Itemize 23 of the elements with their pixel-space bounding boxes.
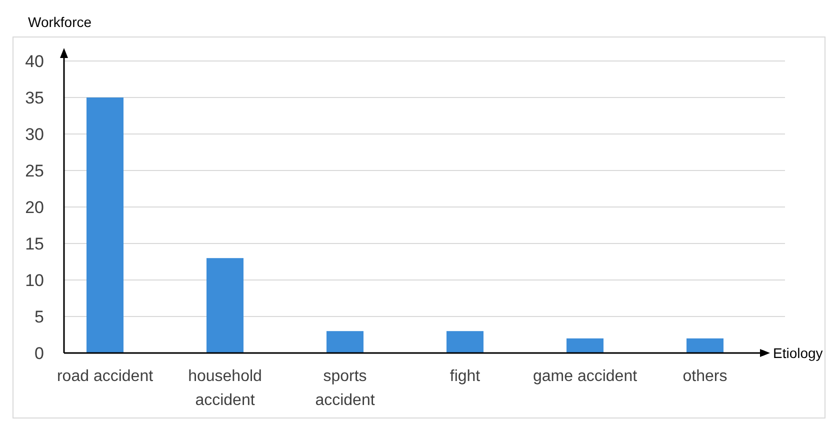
x-tick-label: others bbox=[682, 368, 728, 385]
bar bbox=[326, 331, 364, 353]
y-tick-label: 0 bbox=[34, 344, 44, 363]
x-tick-label: fight bbox=[450, 368, 481, 385]
y-tick-label: 15 bbox=[25, 234, 44, 254]
y-axis-title: Workforce bbox=[28, 14, 92, 30]
y-tick-label: 25 bbox=[25, 161, 44, 180]
y-tick-label: 40 bbox=[25, 52, 44, 71]
x-tick-label: road accident bbox=[56, 368, 154, 385]
bar bbox=[206, 258, 244, 353]
bar bbox=[686, 338, 724, 353]
x-tick-label: household accident bbox=[188, 368, 262, 409]
y-tick-label: 30 bbox=[25, 124, 44, 144]
y-tick-label: 35 bbox=[25, 88, 44, 108]
bar bbox=[566, 338, 604, 353]
bar bbox=[86, 98, 124, 353]
y-tick-label: 20 bbox=[25, 198, 44, 217]
y-tick-label: 5 bbox=[34, 307, 44, 326]
y-tick-label: 10 bbox=[25, 270, 44, 290]
x-axis-title: Etiology bbox=[773, 344, 823, 361]
bar bbox=[446, 331, 484, 353]
x-tick-label: game accident bbox=[532, 368, 638, 385]
x-tick-label: sports accident bbox=[315, 368, 376, 409]
